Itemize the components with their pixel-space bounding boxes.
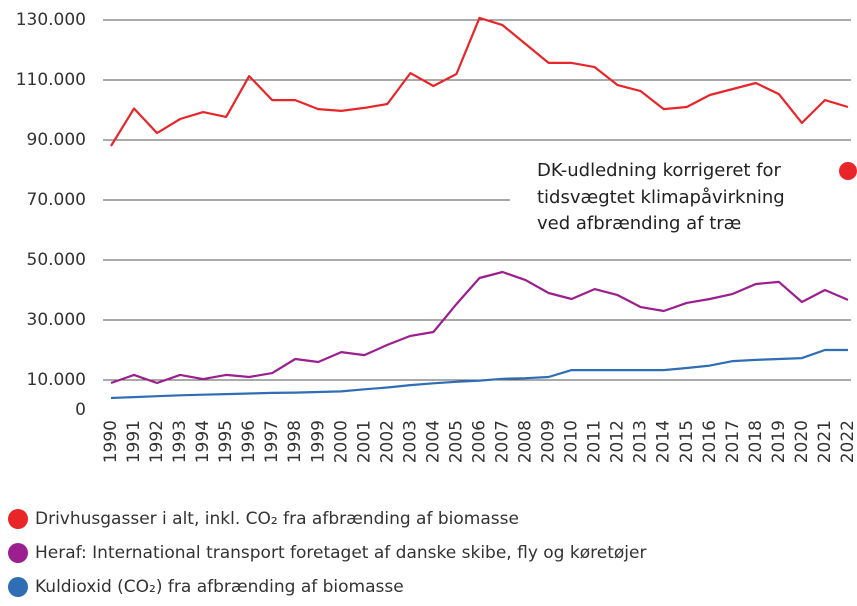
- x-tick-label: 2021: [815, 420, 835, 463]
- y-tick-label: 110.000: [16, 70, 86, 90]
- x-tick-label: 2001: [354, 420, 374, 463]
- x-tick-label: 2007: [493, 420, 513, 463]
- x-tick-label: 2015: [677, 420, 697, 463]
- annotation: DK-udledning korrigeret for: [537, 160, 782, 181]
- legend-swatch: [8, 509, 28, 529]
- x-tick-label: 2000: [331, 420, 351, 463]
- x-tick-label: 1999: [308, 420, 328, 463]
- annotation: tidsvægtet klimapåvirkning: [537, 187, 785, 208]
- x-tick-label: 2020: [792, 420, 812, 463]
- grid: [103, 19, 851, 381]
- annotation: ved afbrænding af træ: [537, 213, 741, 234]
- x-tick-label: 2003: [400, 420, 420, 463]
- y-tick-label: 10.000: [27, 370, 86, 390]
- x-tick-label: 1997: [262, 420, 282, 463]
- series-line: [110, 16, 849, 147]
- x-tick-label: 2011: [585, 420, 605, 463]
- legend-label: Drivhusgasser i alt, inkl. CO₂ fra afbræ…: [35, 509, 519, 529]
- series-line: [110, 270, 849, 385]
- x-tick-label: 2012: [608, 420, 628, 463]
- x-tick-label: 2004: [423, 420, 443, 463]
- y-tick-label: 50.000: [27, 250, 86, 270]
- x-tick-label: 2019: [769, 420, 789, 463]
- annotation-background: [510, 148, 857, 242]
- y-tick-label: 30.000: [27, 310, 86, 330]
- annotation-dot: [839, 162, 857, 180]
- x-tick-label: 2014: [654, 420, 674, 463]
- x-tick-label: 1991: [124, 420, 144, 463]
- y-tick-label: 130.000: [16, 10, 86, 30]
- legend-label: Kuldioxid (CO₂) fra afbrænding af biomas…: [35, 577, 404, 597]
- legend-swatch: [8, 577, 28, 597]
- x-tick-label: 1994: [193, 420, 213, 463]
- x-tick-label: 1993: [170, 420, 190, 463]
- x-tick-label: 2002: [377, 420, 397, 463]
- x-tick-label: 2013: [631, 420, 651, 463]
- x-tick-label: 1998: [285, 420, 305, 463]
- x-tick-label: 2009: [539, 420, 559, 463]
- x-tick-label: 2010: [562, 420, 582, 463]
- legend-swatch: [8, 543, 28, 563]
- x-tick-label: 2008: [516, 420, 536, 463]
- series-line: [110, 348, 848, 400]
- y-tick-label: 0: [75, 400, 86, 420]
- x-tick-label: 1992: [147, 420, 167, 463]
- x-tick-label: 1995: [216, 420, 236, 463]
- x-tick-label: 2005: [446, 420, 466, 463]
- x-tick-label: 2006: [469, 420, 489, 463]
- x-tick-label: 2016: [700, 420, 720, 463]
- x-tick-label: 1996: [239, 420, 259, 463]
- y-tick-label: 90.000: [27, 130, 86, 150]
- y-tick-label: 70.000: [27, 190, 86, 210]
- x-tick-label: 2018: [746, 420, 766, 463]
- x-tick-label: 1990: [101, 420, 121, 463]
- x-tick-label: 2022: [838, 420, 857, 463]
- legend-label: Heraf: International transport foretaget…: [35, 543, 646, 563]
- x-tick-label: 2017: [723, 420, 743, 463]
